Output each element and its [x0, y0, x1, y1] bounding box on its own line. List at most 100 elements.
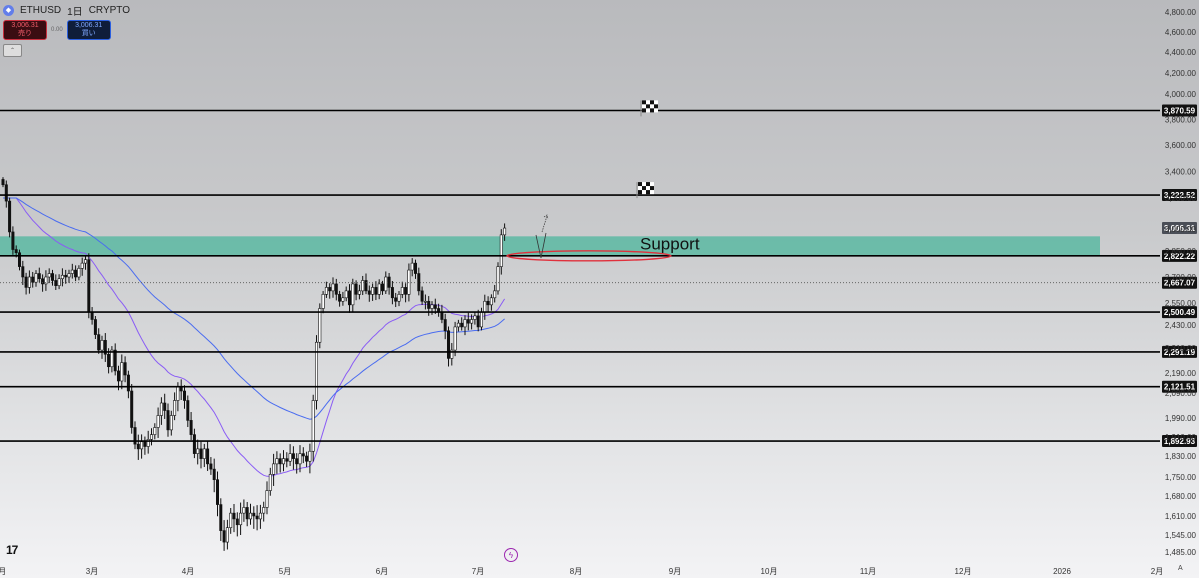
candle: [235, 512, 239, 537]
sell-label: 売り: [18, 30, 32, 37]
candle-body: [239, 512, 243, 526]
candle-body: [130, 390, 134, 428]
price-axis-tick: 2,550.00: [1165, 299, 1197, 308]
candle-body: [453, 326, 457, 351]
price-axis-tick: 2,090.00: [1165, 389, 1197, 398]
candle-body: [466, 319, 470, 324]
price-axis-tick: 2,700.00: [1165, 273, 1197, 282]
candle: [410, 258, 414, 277]
candle: [446, 326, 450, 367]
candle-body: [90, 311, 94, 320]
candle: [400, 281, 404, 299]
candle-body: [47, 273, 51, 278]
candle-body: [186, 400, 190, 421]
candle: [60, 268, 64, 287]
price-axis-tick: 1,830.00: [1165, 452, 1197, 461]
candle-body: [400, 287, 404, 295]
candle-body: [57, 278, 61, 286]
candle-body: [288, 453, 292, 462]
candle-body: [268, 474, 272, 491]
candle-body: [314, 341, 318, 401]
candle-body: [489, 297, 493, 306]
candle: [443, 313, 447, 340]
checkered-flag-icon: [636, 182, 654, 199]
candle: [328, 283, 332, 299]
buy-price: 3,006.31: [75, 22, 103, 29]
candle: [209, 457, 213, 475]
candle: [298, 445, 302, 473]
candle-body: [278, 458, 282, 465]
arrow-up-annotation: [541, 214, 549, 233]
candle-body: [133, 427, 137, 445]
time-axis-tick: 9月: [669, 567, 681, 576]
candle: [486, 296, 490, 312]
candle: [222, 520, 226, 551]
price-axis-tick: 1,990.00: [1165, 414, 1197, 423]
ethereum-icon: ◆: [3, 4, 14, 16]
candle: [338, 290, 342, 307]
candle: [354, 280, 358, 301]
candle: [413, 259, 417, 279]
candle-body: [374, 287, 378, 295]
tradingview-logo-icon[interactable]: 17: [6, 543, 18, 557]
candle: [390, 280, 394, 305]
lightning-icon[interactable]: ϟ: [504, 548, 518, 562]
flag-cell: [642, 186, 646, 191]
level-tag: [1162, 345, 1197, 358]
candle: [196, 439, 200, 465]
candle: [80, 257, 84, 276]
candle-body: [41, 278, 45, 285]
symbol-header[interactable]: ◆ ETHUSD 1日 CRYPTO: [3, 3, 130, 18]
candle: [305, 451, 309, 468]
candle-body: [212, 468, 216, 481]
candle: [140, 434, 144, 459]
level-tag-label: 2,121.51: [1164, 383, 1196, 392]
sell-button[interactable]: 3,006.31 売り: [3, 20, 47, 40]
candle: [249, 503, 253, 525]
candle-body: [331, 283, 335, 292]
timeframe-label: 1日: [67, 6, 83, 18]
candle: [133, 421, 137, 450]
candle: [186, 395, 190, 428]
candle-body: [341, 297, 345, 302]
candle: [420, 286, 424, 306]
candle-body: [486, 300, 490, 306]
candle-body: [143, 441, 147, 447]
candle: [262, 501, 266, 522]
candle-body: [413, 262, 417, 274]
candle: [183, 385, 187, 409]
candle-body: [34, 273, 38, 283]
candle: [311, 394, 315, 462]
trade-panel: 3,006.31 売り 0.00 3,006.31 買い: [3, 20, 111, 40]
candle-body: [262, 507, 266, 514]
time-axis-tick: 5月: [279, 567, 291, 576]
candle: [463, 315, 467, 336]
flag-cell: [642, 182, 646, 187]
flag-cell: [638, 190, 642, 195]
candle: [361, 275, 365, 296]
candle-body: [275, 458, 279, 465]
support-label: Support: [640, 234, 700, 253]
candle: [136, 434, 140, 460]
collapse-button[interactable]: ⌃: [3, 44, 22, 57]
candle: [275, 451, 279, 474]
candle-body: [117, 370, 121, 382]
candle: [357, 284, 361, 300]
candle: [113, 343, 117, 376]
candle: [301, 447, 305, 464]
level-tag-label: 3,222.52: [1164, 191, 1196, 200]
candle-body: [295, 458, 299, 465]
buy-button[interactable]: 3,006.31 買い: [66, 20, 111, 40]
auto-scale-button[interactable]: A: [1178, 565, 1183, 572]
candle-body: [479, 311, 483, 328]
candle-body: [17, 252, 21, 267]
flag-cell: [646, 108, 650, 113]
candle: [77, 265, 81, 281]
candle: [453, 321, 457, 357]
candle: [460, 317, 464, 331]
candle: [374, 281, 378, 301]
candle: [380, 280, 384, 295]
candle-body: [153, 427, 157, 435]
